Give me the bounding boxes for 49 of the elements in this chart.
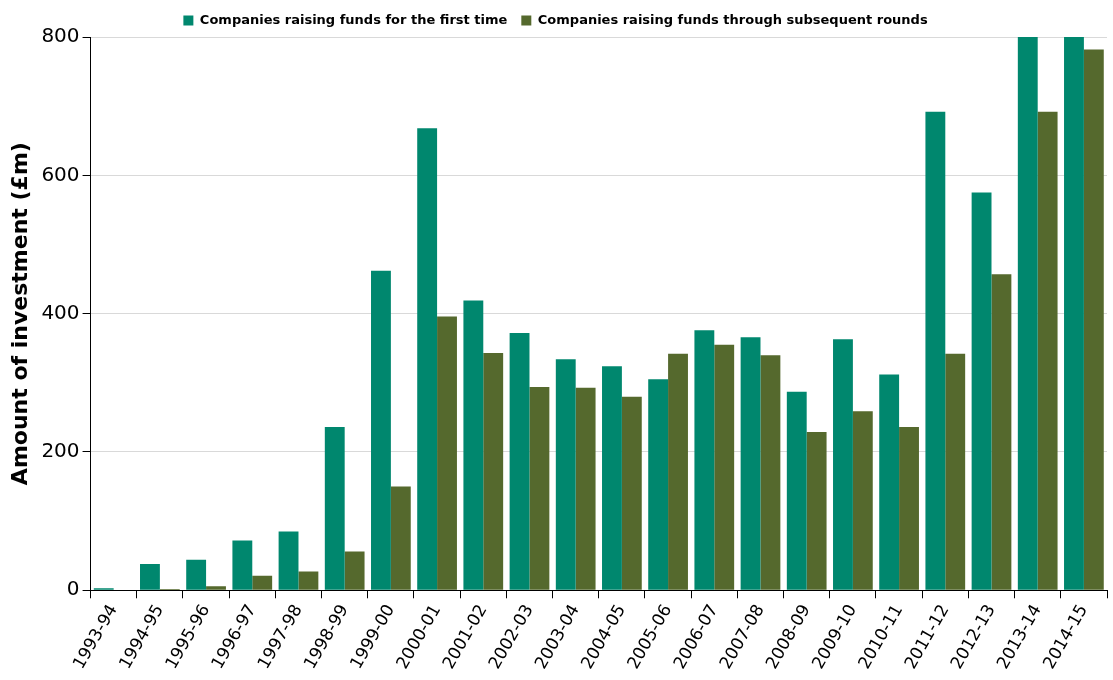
y-axis-title: Amount of investment (£m) [6, 142, 32, 486]
bar [648, 379, 669, 590]
bar [140, 564, 160, 590]
bar [602, 366, 622, 590]
bar [417, 128, 438, 590]
bar [186, 559, 207, 590]
y-tick-label: 0 [66, 576, 80, 601]
bar [971, 192, 992, 590]
bar [575, 387, 596, 590]
bar [852, 411, 873, 590]
bar [1017, 37, 1038, 590]
bar [278, 531, 299, 590]
bar [1037, 111, 1058, 590]
bar [621, 396, 642, 590]
bar [740, 337, 761, 590]
bar [991, 274, 1012, 590]
bar [298, 571, 319, 590]
bar [714, 344, 735, 590]
bar [324, 427, 345, 590]
bar [390, 486, 411, 590]
legend-label: Companies raising funds through subsequent rounds [537, 11, 928, 27]
bar [232, 540, 253, 590]
bar [555, 359, 576, 590]
bar [760, 355, 781, 590]
bar [833, 339, 853, 590]
bar [786, 391, 807, 590]
legend-label: Companies raising funds for the first time [199, 11, 508, 27]
bar [206, 586, 226, 590]
y-tick-label: 400 [41, 299, 80, 324]
bar [925, 111, 946, 590]
bar [437, 316, 457, 590]
bar [529, 386, 550, 590]
bar [252, 575, 273, 590]
bar [668, 353, 688, 590]
bar [694, 330, 715, 590]
y-tick-label: 600 [41, 161, 80, 186]
bar [899, 427, 919, 590]
bar [1083, 49, 1104, 590]
bar [344, 551, 365, 590]
bar [945, 353, 966, 590]
bar [371, 270, 391, 590]
bar [879, 374, 900, 590]
bar [1064, 37, 1084, 590]
y-tick-label: 800 [41, 23, 80, 48]
bar [463, 300, 484, 590]
bar [483, 353, 504, 590]
y-tick-label: 200 [41, 438, 80, 463]
bar [806, 431, 827, 590]
bar [509, 333, 530, 590]
